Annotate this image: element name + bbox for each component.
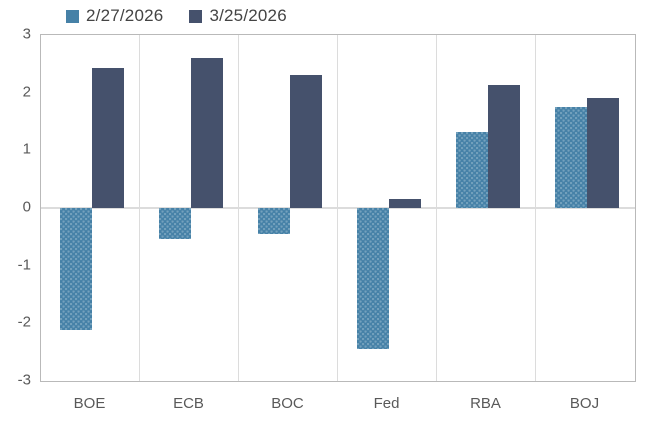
y-axis: 3 2 1 0 -1 -2 -3 <box>0 27 31 388</box>
x-axis-label-boc: BOC <box>271 395 304 412</box>
bar-series0-boj <box>555 107 587 208</box>
x-axis-label-ecb: ECB <box>173 395 204 412</box>
x-axis: BOE ECB BOC Fed RBA BOJ <box>40 395 634 417</box>
bar-series0-boe <box>60 208 92 331</box>
y-axis-tick--1: -1 <box>17 256 31 274</box>
x-axis-label-boe: BOE <box>73 395 106 412</box>
x-axis-label-fed: Fed <box>373 395 400 412</box>
bar-series0-ecb <box>159 208 191 239</box>
bar-series1-boe <box>92 68 124 208</box>
bar-series0-rba <box>456 131 488 208</box>
y-axis-tick-1: 1 <box>22 140 31 158</box>
category-cell-rba <box>437 35 536 381</box>
bar-series1-boj <box>587 97 619 208</box>
bar-series0-fed <box>357 208 389 350</box>
x-axis-label-rba: RBA <box>470 395 501 412</box>
plot-area <box>40 34 636 382</box>
y-axis-tick-2: 2 <box>22 83 31 101</box>
legend-label: 2/27/2026 <box>86 6 164 25</box>
y-axis-tick-0: 0 <box>22 198 31 216</box>
bar-series0-boc <box>258 208 290 234</box>
legend-swatch-icon <box>66 9 79 23</box>
legend: 2/27/2026 3/25/2026 <box>66 6 287 26</box>
legend-item-1: 3/25/2026 <box>189 6 287 26</box>
bar-series1-ecb <box>191 58 223 208</box>
bar-series1-fed <box>389 198 421 208</box>
legend-item-0: 2/27/2026 <box>66 6 163 26</box>
legend-swatch-icon <box>189 9 203 23</box>
category-cell-ecb <box>140 35 239 381</box>
zero-gridline <box>41 207 635 209</box>
bar-series1-rba <box>488 84 520 208</box>
y-axis-tick-3: 3 <box>22 25 31 43</box>
category-cell-fed <box>338 35 437 381</box>
legend-label: 3/25/2026 <box>209 6 287 25</box>
category-cell-boj <box>536 35 635 381</box>
bar-series1-boc <box>290 74 322 208</box>
y-axis-tick--2: -2 <box>17 313 31 331</box>
x-axis-label-boj: BOJ <box>569 395 600 412</box>
category-cell-boc <box>239 35 338 381</box>
y-axis-tick--3: -3 <box>17 371 31 389</box>
category-cell-boe <box>41 35 140 381</box>
